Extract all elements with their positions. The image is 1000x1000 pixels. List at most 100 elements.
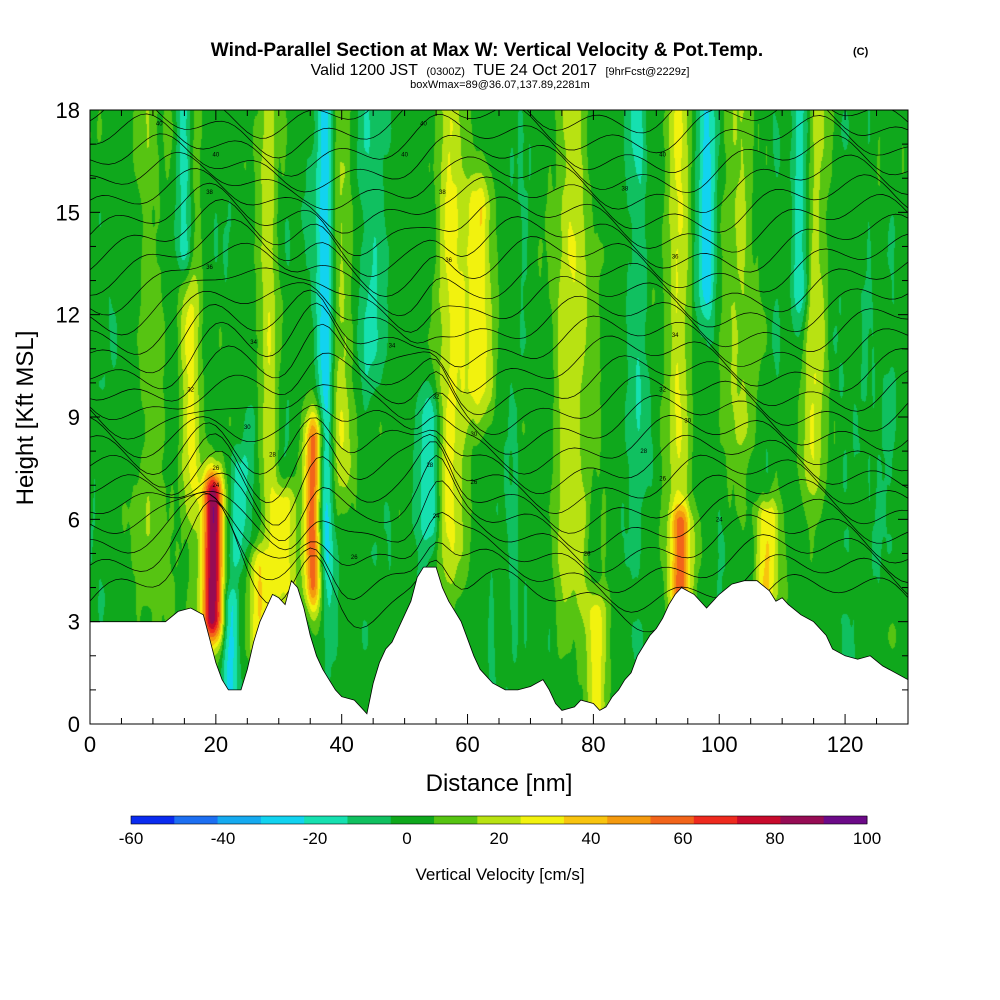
theta-contour — [90, 199, 908, 277]
plot-area: 4040383634323028262440403836343230282624… — [12, 98, 909, 797]
theta-contour — [90, 242, 908, 317]
x-tick-label: 120 — [827, 732, 864, 757]
theta-contour — [90, 113, 908, 177]
colorbar: -60 -40 -20 0 20 40 60 80 100 Vertical Velocity … — [119, 815, 881, 884]
theta-contour — [90, 289, 908, 374]
terrain-mask — [90, 566, 908, 724]
y-axis-tick-labels: 0 3 6 9 12 15 18 — [56, 98, 80, 737]
colorbar-cell — [737, 816, 781, 824]
theta-contour — [170, 110, 908, 139]
x-tick-label: 40 — [329, 732, 353, 757]
theta-label: 26 — [470, 480, 477, 486]
theta-label: 30 — [684, 418, 691, 424]
colorbar-cell — [131, 816, 175, 824]
copyright-mark: (C) — [853, 46, 869, 58]
theta-label: 32 — [659, 388, 666, 394]
theta-contour — [90, 302, 908, 394]
theta-contour — [90, 133, 908, 194]
theta-label: 38 — [206, 190, 213, 196]
colorbar-cell — [217, 816, 262, 824]
colorbar-cell — [693, 816, 738, 824]
chart-subtitle: Valid 1200 JST (0300Z) TUE 24 Oct 2017 [… — [311, 62, 690, 79]
colorbar-cell — [563, 816, 608, 824]
utc-time: (0300Z) — [426, 66, 465, 78]
forecast-run: [9hrFcst@2229z] — [605, 66, 689, 78]
theta-contour — [90, 352, 908, 436]
theta-label: 34 — [389, 343, 396, 349]
x-tick-label: 0 — [84, 732, 96, 757]
theta-contour — [90, 323, 908, 416]
colorbar-tick-label: 80 — [766, 829, 785, 848]
theta-label: 32 — [433, 395, 440, 401]
theta-label: 28 — [584, 551, 591, 557]
theta-contour — [90, 168, 908, 234]
theta-contour — [90, 441, 908, 534]
x-tick-label: 20 — [204, 732, 228, 757]
colorbar-cell — [174, 816, 219, 824]
theta-label: 34 — [672, 333, 679, 339]
theta-contour — [90, 417, 908, 495]
theta-contour — [90, 219, 908, 297]
colorbar-tick-label: 0 — [402, 829, 411, 848]
x-tick-label: 100 — [701, 732, 738, 757]
theta-contour — [90, 480, 908, 574]
colorbar-cell — [390, 816, 435, 824]
x-tick-label: 60 — [455, 732, 479, 757]
colorbar-cell — [477, 816, 522, 824]
theta-contour — [90, 454, 908, 554]
theta-label: 34 — [250, 340, 257, 346]
theta-label-group: 40 40 38 36 34 32 30 28 26 24 40 40 38 36 34 32 30 28 26 24… — [156, 122, 723, 561]
x-axis-tick-labels: 0 20 40 60 80 100 120 — [84, 732, 864, 757]
colorbar-tick-label: -20 — [303, 829, 328, 848]
theta-label: 24 — [716, 517, 723, 523]
theta-contour — [90, 432, 908, 514]
potential-temperature-contours — [90, 110, 908, 633]
y-axis-label: Height [Kft MSL] — [12, 331, 39, 506]
theta-label: 30 — [470, 432, 477, 438]
colorbar-tick-label: -60 — [119, 829, 144, 848]
y-tick-label: 18 — [56, 98, 80, 123]
theta-contour — [90, 110, 908, 159]
colorbar-label: Vertical Velocity [cm/s] — [415, 865, 584, 884]
theta-label: 40 — [659, 152, 666, 158]
box-wmax-label: boxWmax=89@36.07,137.89,2281m — [410, 79, 590, 91]
y-tick-label: 9 — [68, 405, 80, 430]
y-tick-label: 3 — [68, 610, 80, 635]
theta-label: 26 — [659, 476, 666, 482]
colorbar-cell — [607, 816, 652, 824]
colorbar-frame — [130, 815, 868, 825]
colorbar-cell — [347, 816, 392, 824]
chart-header: Wind-Parallel Section at Max W: Vertical… — [211, 40, 869, 91]
colorbar-tick-label: 20 — [490, 829, 509, 848]
theta-label: 40 — [401, 152, 408, 158]
colorbar-tick-label: 60 — [674, 829, 693, 848]
colorbar-cell — [823, 816, 868, 824]
y-tick-label: 0 — [68, 712, 80, 737]
valid-time: Valid 1200 JST — [311, 62, 419, 79]
y-tick-label: 6 — [68, 507, 80, 532]
forecast-date: TUE 24 Oct 2017 — [473, 62, 597, 79]
theta-label: 36 — [206, 265, 213, 271]
theta-label: 28 — [640, 449, 647, 455]
theta-label: 40 — [213, 152, 220, 158]
theta-contour — [90, 182, 908, 256]
colorbar-tick-label: 40 — [582, 829, 601, 848]
x-tick-label: 80 — [581, 732, 605, 757]
theta-label: 32 — [187, 388, 194, 394]
theta-label: 26 — [213, 466, 220, 472]
colorbar-cell — [260, 816, 305, 824]
theta-contour — [90, 151, 908, 213]
colorbar-cell — [304, 816, 348, 824]
theta-label: 26 — [351, 555, 358, 561]
theta-label: 24 — [433, 514, 440, 520]
theta-contour — [90, 267, 908, 336]
x-axis-label: Distance [nm] — [426, 770, 573, 797]
colorbar-tick-label: 100 — [853, 829, 881, 848]
theta-label: 36 — [672, 255, 679, 261]
y-tick-label: 12 — [56, 303, 80, 328]
theta-label: 36 — [445, 258, 452, 264]
theta-label: 38 — [439, 190, 446, 196]
theta-label: 40 — [156, 122, 163, 128]
theta-label: 40 — [420, 122, 427, 128]
